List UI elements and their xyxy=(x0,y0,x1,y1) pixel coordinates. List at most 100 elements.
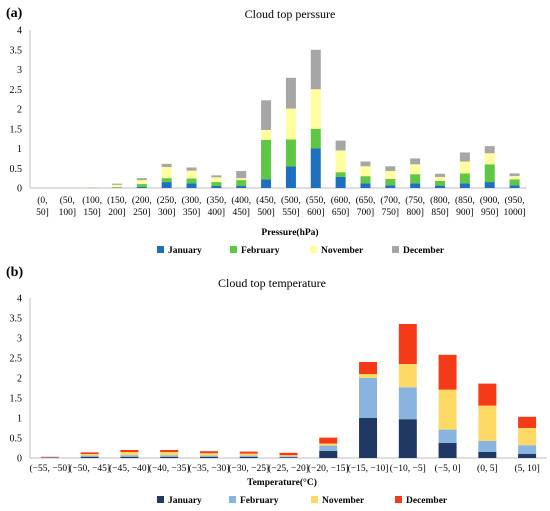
bar-segment-january xyxy=(261,179,272,188)
bar-segment-november xyxy=(310,89,321,129)
y-tick-label: 0.5 xyxy=(10,434,23,445)
x-tick-label: (600, xyxy=(331,195,351,206)
x-tick-label: (−50, −45] xyxy=(69,463,110,474)
bar-segment-december xyxy=(80,452,99,454)
legend-swatch-february xyxy=(230,246,237,253)
x-tick-label: (−5, 0] xyxy=(435,463,461,474)
bar-segment-december xyxy=(518,416,537,428)
legend-swatch-november xyxy=(310,246,317,253)
bar-segment-january xyxy=(319,450,338,458)
bar-segment-december xyxy=(199,451,218,454)
panel-a-label: (a) xyxy=(6,6,23,21)
x-tick-label: 900] xyxy=(456,208,473,218)
x-tick-label: 150] xyxy=(83,208,100,218)
bar-segment-november xyxy=(160,452,179,456)
y-tick-label: 0.5 xyxy=(10,164,23,175)
x-tick-label: 250] xyxy=(133,208,150,218)
bar-segment-december xyxy=(160,450,179,452)
bar-segment-january xyxy=(211,186,222,188)
x-tick-label: (−20, −15] xyxy=(308,463,349,474)
legend-label-january: January xyxy=(168,246,202,256)
bar-segment-december xyxy=(459,152,470,162)
bar-segment-february xyxy=(484,164,495,183)
bar-segment-december xyxy=(285,77,296,109)
x-tick-label: (−30, −25] xyxy=(228,463,269,474)
bar-segment-january xyxy=(398,419,417,458)
x-tick-label: (5, 10] xyxy=(514,463,539,474)
x-tick-label: (−15, −10] xyxy=(348,463,389,474)
y-tick-label: 3 xyxy=(17,65,22,76)
y-tick-label: 1 xyxy=(17,414,22,425)
bar-segment-december xyxy=(239,451,258,454)
legend-label-december: December xyxy=(403,246,445,256)
bar-segment-november xyxy=(509,176,520,180)
bar-segment-november xyxy=(518,428,537,446)
bar-segment-november xyxy=(136,180,147,185)
panel-a-x-axis-title: Pressure(hPa) xyxy=(261,227,318,238)
bar-segment-february xyxy=(435,180,446,186)
bar-segment-february xyxy=(120,455,139,457)
bar-segment-december xyxy=(236,171,247,179)
bar-segment-february xyxy=(518,445,537,454)
panel-b-title: Cloud top temperature xyxy=(218,276,326,290)
bar-segment-november xyxy=(385,171,396,179)
bar-segment-january xyxy=(279,457,298,458)
bar-segment-december xyxy=(111,183,122,185)
x-tick-label: (350, xyxy=(206,195,226,206)
bar-segment-january xyxy=(484,182,495,188)
x-tick-label: (−55, −50] xyxy=(29,463,70,474)
bar-segment-december xyxy=(335,140,346,151)
bar-segment-december xyxy=(509,173,520,177)
legend-label-february: February xyxy=(240,496,279,506)
x-tick-label: (300, xyxy=(182,195,202,206)
bar-segment-january xyxy=(80,456,99,458)
bar-segment-november xyxy=(279,455,298,457)
legend-label-november: November xyxy=(322,496,365,506)
panel-b-chart: 00.511.522.533.54(−55, −50](−50, −45](−4… xyxy=(10,294,547,474)
bar-segment-january xyxy=(186,183,197,188)
bar-segment-november xyxy=(435,176,446,181)
bar-segment-january xyxy=(120,456,139,458)
y-tick-label: 3.5 xyxy=(10,45,23,56)
bar-segment-november xyxy=(459,161,470,174)
bar-segment-december xyxy=(398,324,417,364)
bar-segment-december xyxy=(211,175,222,178)
x-tick-label: 750] xyxy=(382,208,399,218)
x-tick-label: (150, xyxy=(107,195,127,206)
x-tick-label: (450, xyxy=(256,195,276,206)
y-tick-label: 4 xyxy=(17,294,22,305)
bar-segment-february xyxy=(239,455,258,457)
y-tick-label: 2.5 xyxy=(10,85,23,96)
bar-segment-february xyxy=(478,440,497,452)
bar-segment-december xyxy=(310,49,321,90)
x-tick-label: 600] xyxy=(307,208,324,218)
bar-segment-november xyxy=(319,443,338,446)
x-tick-label: (−45, −40] xyxy=(109,463,150,474)
bar-segment-november xyxy=(239,453,258,456)
x-tick-label: (650, xyxy=(356,195,376,206)
y-tick-label: 3.5 xyxy=(10,314,23,325)
y-tick-label: 1.5 xyxy=(10,394,23,405)
bar-segment-december xyxy=(360,161,371,167)
bar-segment-november xyxy=(161,167,172,179)
bar-segment-february xyxy=(199,455,218,457)
x-tick-label: 1000] xyxy=(503,208,525,218)
x-tick-label: (400, xyxy=(231,195,251,206)
bar-segment-december xyxy=(261,100,272,130)
y-tick-label: 1.5 xyxy=(10,124,23,135)
bar-segment-november xyxy=(261,129,272,140)
bar-segment-november xyxy=(335,150,346,173)
bar-segment-november xyxy=(359,374,378,378)
bar-segment-december xyxy=(161,163,172,168)
y-tick-label: 2 xyxy=(17,374,22,385)
bar-segment-february xyxy=(438,429,457,443)
bar-segment-december xyxy=(136,178,147,181)
x-tick-label: (−10, −5] xyxy=(390,463,426,474)
bar-segment-february xyxy=(279,456,298,458)
bar-segment-january xyxy=(285,166,296,188)
bar-segment-february xyxy=(385,178,396,186)
x-tick-label: (550, xyxy=(306,195,326,206)
bar-segment-january xyxy=(161,182,172,188)
legend-label-february: February xyxy=(241,246,280,256)
bar-segment-february xyxy=(186,178,197,184)
